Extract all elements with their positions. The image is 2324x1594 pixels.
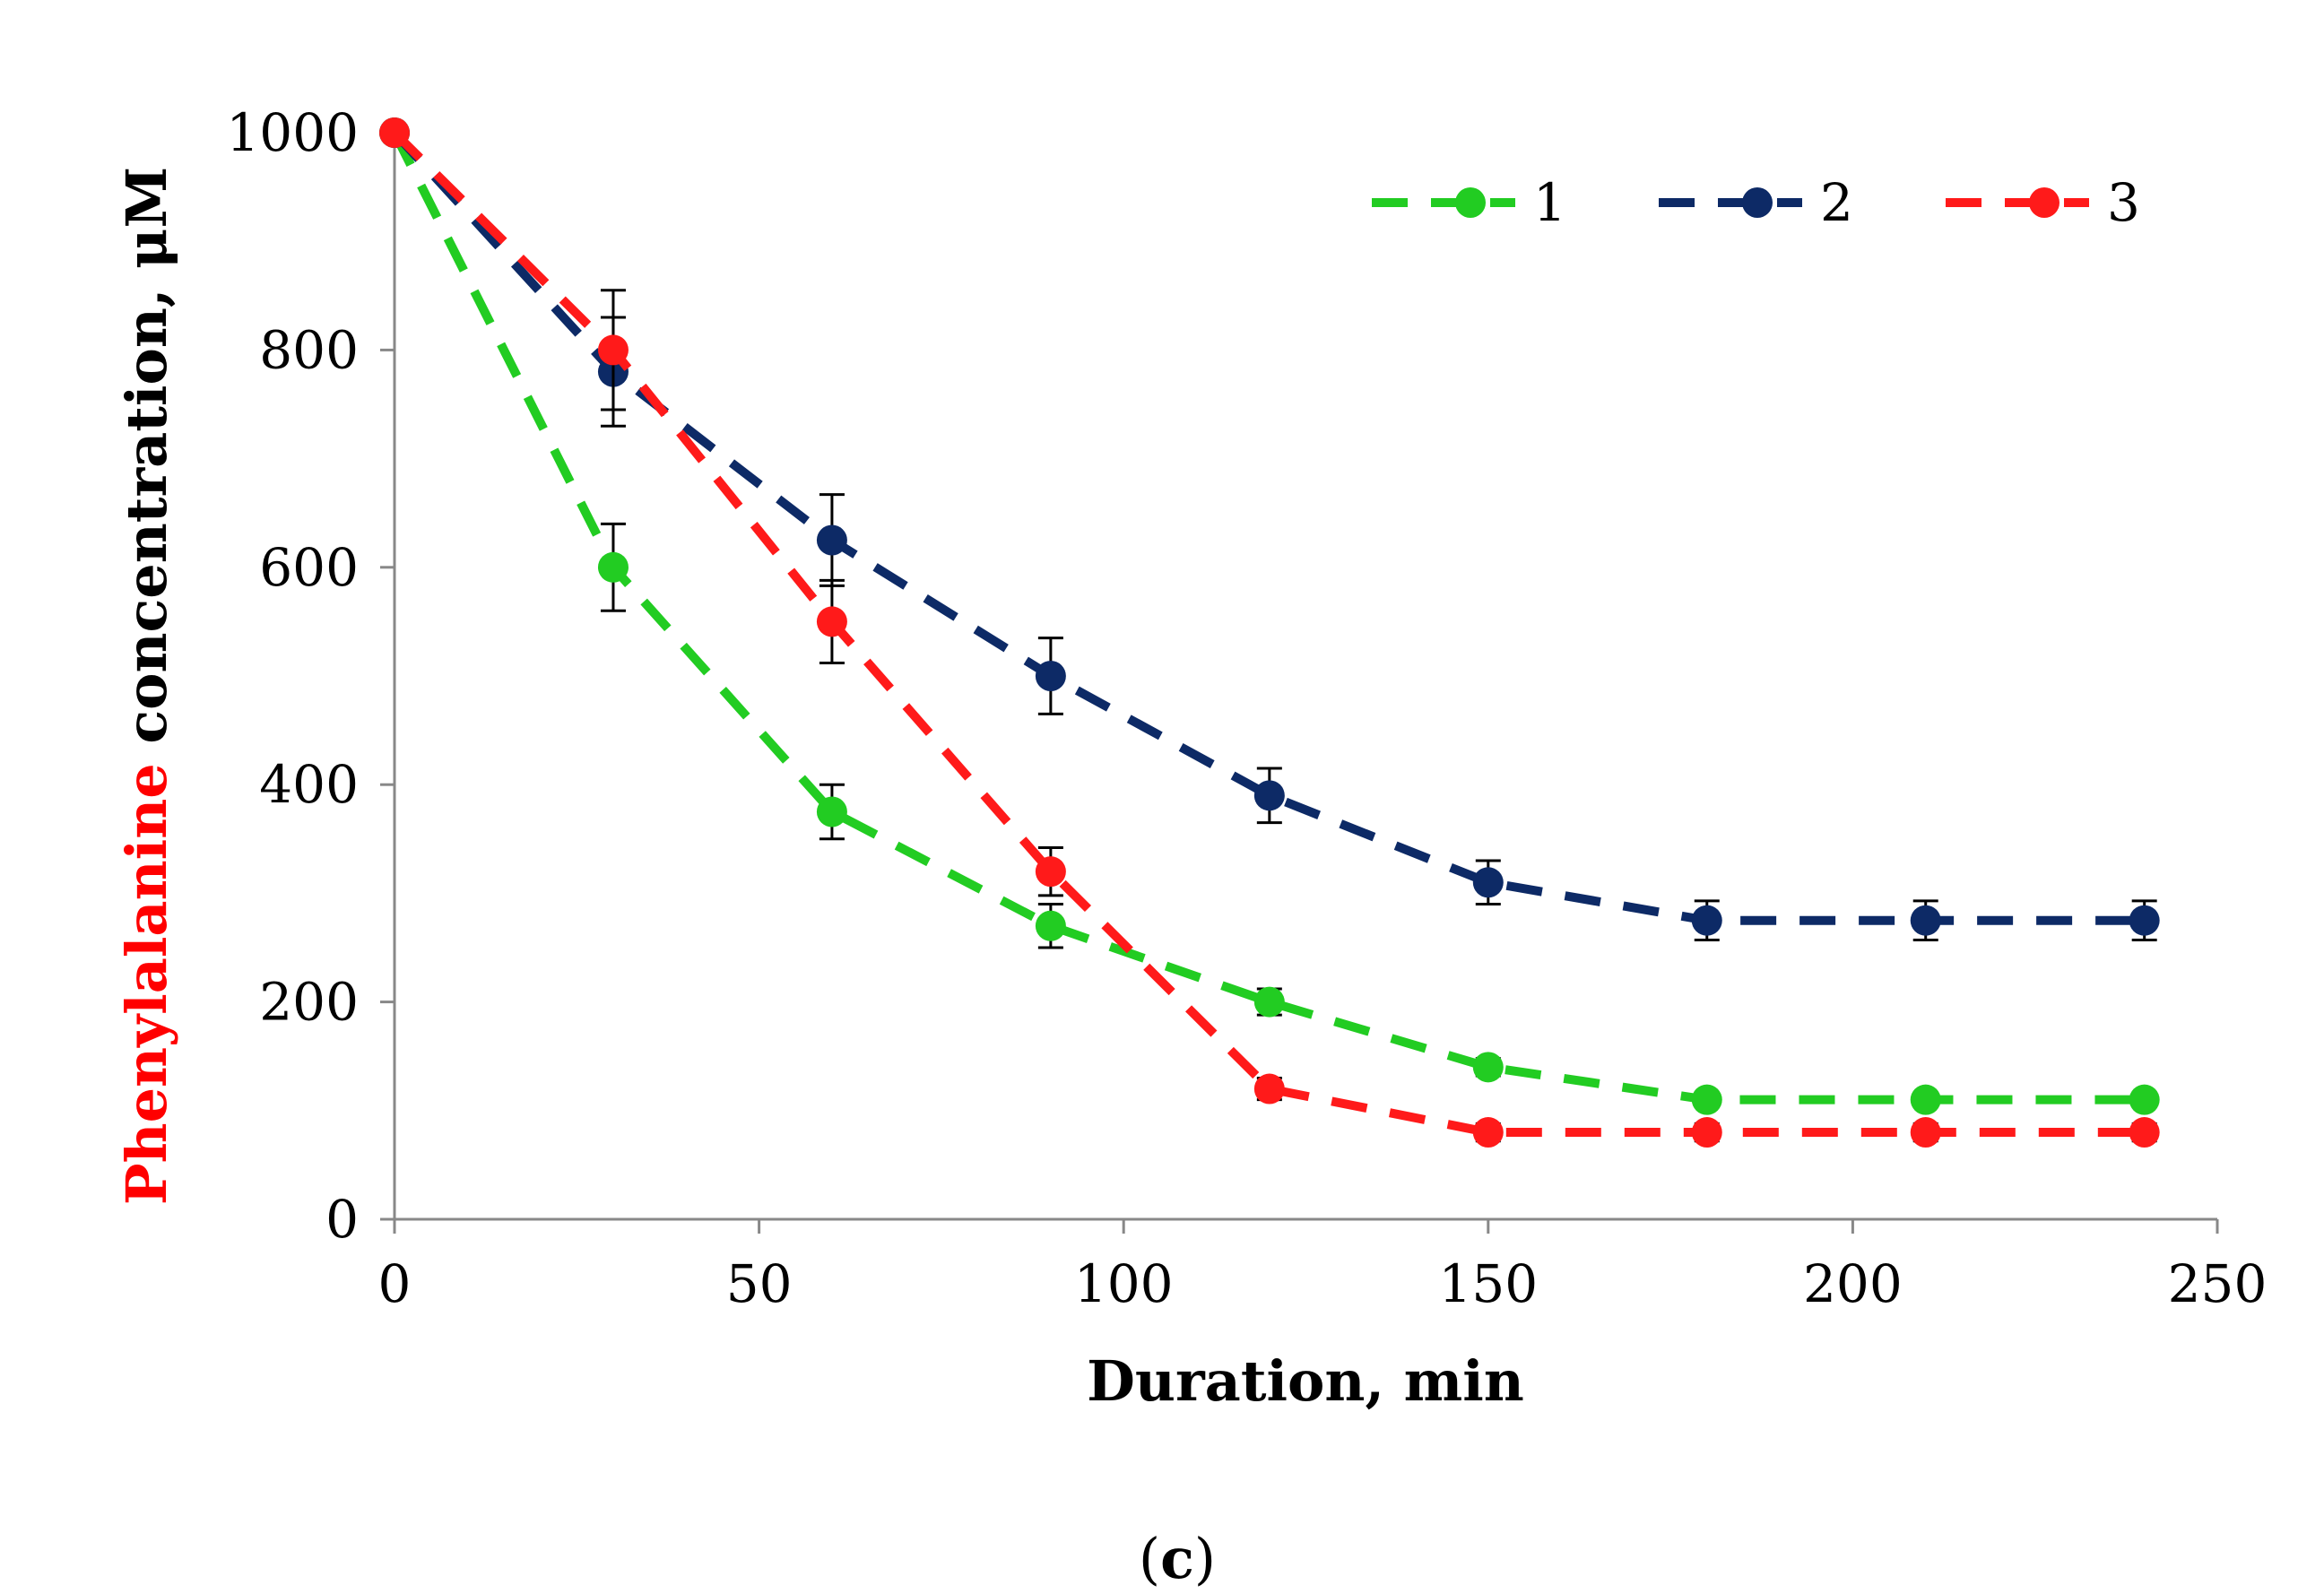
data-point [1691,905,1722,936]
data-point [1691,1117,1722,1148]
data-point [816,524,847,556]
caption-close: ) [1194,1526,1216,1591]
panel-caption: (c) [1139,1526,1216,1591]
series-line-3 [391,129,2145,1138]
data-point [1472,1052,1504,1083]
series-line-2 [391,129,2145,925]
legend-item-2: 2 [1659,172,1853,233]
y-tick-label: 400 [259,754,359,815]
data-point [1472,867,1504,898]
data-point [2129,905,2160,936]
y-axis-title: Phenylalanine concentration, μM [114,167,179,1205]
data-point [1472,1117,1504,1148]
data-point [1035,661,1066,691]
data-point [2129,1084,2160,1115]
data-point [1910,1117,1941,1148]
data-point [1035,856,1066,888]
data-point [597,551,629,583]
data-point [597,334,629,366]
caption-letter: c [1160,1526,1194,1591]
y-tick-label: 800 [259,319,359,380]
y-axis-title-part-1: Phenylalanine [114,763,179,1205]
data-point [1035,910,1066,941]
x-tick-label: 200 [1803,1253,1903,1314]
data-point [1691,1084,1722,1115]
data-point [2129,1117,2160,1148]
x-tick-label: 250 [2168,1253,2268,1314]
series-3 [379,117,2160,1148]
legend: 1 2 3 [1372,172,2140,233]
legend-label: 3 [2107,172,2140,233]
caption-open: ( [1139,1526,1160,1591]
series-1 [379,117,2160,1115]
legend-label: 1 [1533,172,1566,233]
x-tick-label: 50 [726,1253,793,1314]
legend-marker [1742,187,1773,218]
y-axis-title-part-2: concentration, μM [114,167,179,763]
x-tick-label: 0 [378,1253,412,1314]
data-point [1253,986,1285,1018]
data-point [379,117,410,148]
series-line-1 [390,130,2145,1105]
y-tick-label: 600 [259,537,359,598]
data-point [816,796,847,827]
data-point [1910,1084,1941,1115]
data-point [1253,1073,1285,1105]
x-tick-label: 150 [1438,1253,1538,1314]
legend-item-3: 3 [1946,172,2140,233]
series-2 [379,117,2160,942]
legend-item-1: 1 [1372,172,1566,233]
legend-marker [1455,187,1486,218]
x-tick-label: 100 [1074,1253,1174,1314]
series-layer [379,117,2160,1148]
data-point [1253,780,1285,811]
data-point [816,606,847,637]
legend-label: 2 [1820,172,1853,233]
legend-marker [2029,187,2060,218]
axes: 0 50 100 150 200 250 0 200 400 600 800 1000 [226,102,2267,1314]
y-tick-label: 200 [259,972,359,1033]
y-tick-label: 1000 [226,102,359,163]
x-axis-title: Duration, min [1087,1348,1524,1414]
data-point [1910,905,1941,936]
y-tick-label: 0 [325,1189,359,1250]
